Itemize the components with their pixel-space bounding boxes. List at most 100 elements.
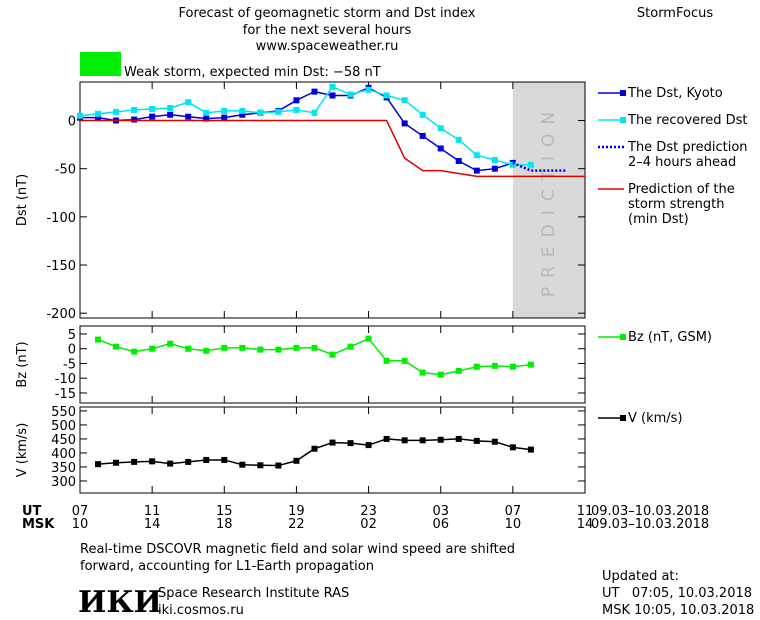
point: [311, 344, 318, 351]
point: [509, 161, 516, 168]
footer-note: Real-time DSCOVR magnetic field and sola…: [80, 542, 515, 557]
series-line: [97, 438, 531, 467]
y-tick-label: -5: [63, 357, 76, 372]
point: [203, 109, 210, 116]
point: [455, 157, 462, 164]
point: [185, 113, 192, 120]
point: [401, 120, 408, 127]
y-tick-label: -15: [55, 387, 76, 402]
point: [77, 112, 83, 119]
point: [149, 105, 156, 112]
legend-marker: [620, 415, 626, 421]
plot-frame: [79, 406, 586, 494]
point: [329, 92, 336, 99]
point: [131, 116, 138, 123]
point: [95, 336, 102, 343]
point: [383, 92, 390, 99]
point: [95, 110, 102, 117]
plot-frame: [79, 81, 586, 319]
point: [527, 361, 534, 368]
point: [185, 345, 192, 352]
point: [149, 458, 156, 465]
x2-tick-label: 06: [432, 517, 449, 532]
point: [509, 363, 516, 370]
point: [131, 106, 138, 113]
point: [419, 369, 426, 376]
date-range: 09.03–10.03.2018: [591, 517, 709, 532]
x-tick-label: 07: [72, 504, 89, 519]
x-tick-label: 23: [360, 504, 377, 519]
x2-tick-label: 02: [360, 517, 377, 532]
legend-label: 2–4 hours ahead: [628, 155, 736, 170]
point: [455, 136, 462, 143]
point: [365, 442, 372, 449]
series-line: [80, 119, 585, 178]
point: [509, 444, 516, 451]
point: [293, 457, 300, 464]
point: [275, 108, 282, 115]
point: [437, 371, 444, 378]
x2-tick-label: 10: [72, 517, 89, 532]
y-axis-label: Dst (nT): [15, 174, 30, 226]
point: [257, 462, 264, 469]
x2-tick-label: 14: [144, 517, 161, 532]
legend-label: storm strength: [628, 197, 725, 212]
point: [203, 115, 210, 122]
point: [437, 436, 444, 443]
point: [311, 109, 318, 116]
point: [95, 114, 102, 121]
point: [491, 157, 498, 164]
legend-marker: [620, 90, 626, 96]
legend-marker: [620, 117, 626, 123]
y-tick-label: -10: [55, 372, 76, 387]
point: [239, 461, 246, 468]
prediction-region: [512, 82, 585, 318]
title: Forecast of geomagnetic storm and Dst in…: [178, 6, 475, 21]
point: [419, 437, 426, 444]
point: [473, 152, 480, 159]
y-tick-label: 0: [68, 343, 76, 358]
point: [419, 111, 426, 118]
point: [275, 462, 282, 469]
series-line: [79, 85, 531, 166]
point: [113, 108, 120, 115]
x2-tick-label: 10: [505, 517, 522, 532]
x-tick-label: 15: [216, 504, 233, 519]
point: [401, 437, 408, 444]
status: Weak storm, expected min Dst: −58 nT: [124, 65, 381, 80]
legend-label: Prediction of the: [628, 182, 735, 197]
x2-tick-label: 14: [577, 517, 594, 532]
point: [221, 344, 228, 351]
updated-msk: MSK 10:05, 10.03.2018: [602, 603, 754, 618]
point: [329, 439, 336, 446]
point: [239, 344, 246, 351]
point: [473, 363, 480, 370]
series-line: [512, 161, 567, 172]
y-tick-label: 550: [51, 405, 76, 420]
point: [329, 83, 336, 90]
point: [221, 456, 228, 463]
legend-label: V (km/s): [628, 411, 683, 426]
point: [311, 445, 318, 452]
x-tick-label: 03: [432, 504, 449, 519]
subtitle: for the next several hours: [243, 23, 412, 38]
y-tick-label: 300: [51, 475, 76, 490]
point: [455, 367, 462, 374]
point: [149, 113, 156, 120]
point: [437, 145, 444, 152]
point: [347, 440, 354, 447]
legend-label: The Dst prediction: [627, 140, 748, 155]
point: [185, 99, 192, 106]
source: www.spaceweather.ru: [256, 39, 399, 54]
point: [293, 106, 300, 113]
point: [203, 456, 210, 463]
institute: Space Research Institute RAS: [158, 586, 349, 601]
legend-marker: [620, 334, 626, 340]
logo: ИКИ: [78, 585, 162, 620]
point: [257, 346, 264, 353]
x2-tick-label: 22: [288, 517, 305, 532]
point: [149, 345, 156, 352]
point: [365, 86, 372, 93]
point: [383, 357, 390, 364]
